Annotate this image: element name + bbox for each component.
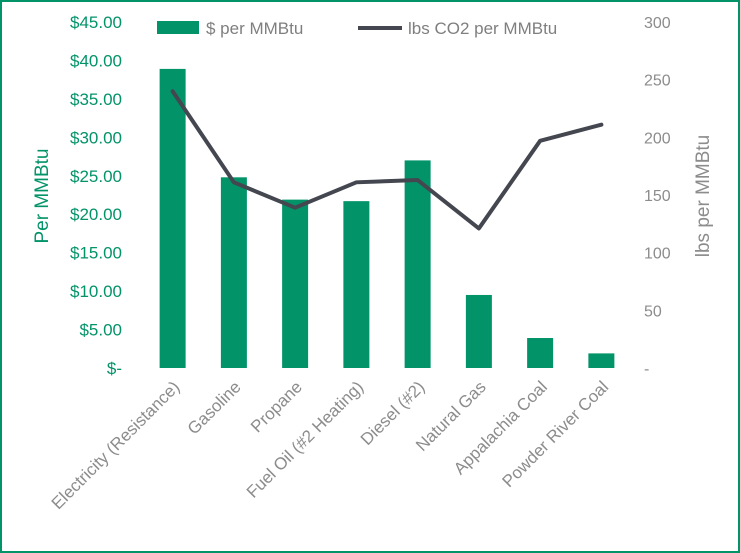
right-tick-label: -: [644, 361, 649, 378]
left-tick-label: $25.00: [70, 167, 122, 186]
co2-line: [170, 89, 604, 231]
category-label: Powder River Coal: [499, 377, 613, 491]
bar-4: [404, 160, 431, 368]
category-labels: Electricity (Resistance) Gasoline PropaneF…: [48, 377, 612, 513]
category-label: Electricity (Resistance): [48, 377, 184, 513]
category-label: Propane: [247, 377, 306, 436]
bar-1: [220, 177, 247, 368]
bar-6: [527, 338, 554, 368]
category-label: Fuel Oil (#2 Heating): [243, 377, 367, 501]
left-tick-label: $10.00: [70, 282, 122, 301]
left-tick-label: $40.00: [70, 51, 122, 70]
right-tick-label: 50: [644, 303, 662, 320]
left-tick-label: $-: [107, 359, 122, 378]
bar-series: [159, 68, 615, 368]
chart-legend: $ per MMBtu lbs CO2 per MMBtu: [157, 19, 557, 38]
right-axis-title: lbs per MMBtu: [693, 135, 714, 257]
left-tick-label: $15.00: [70, 244, 122, 263]
legend-label-bar: $ per MMBtu: [206, 19, 303, 38]
right-tick-label: 300: [644, 15, 671, 32]
right-tick-label: 150: [644, 188, 671, 205]
right-axis-ticks: - 50 100 150 200 250 300: [644, 15, 671, 378]
left-tick-label: $20.00: [70, 205, 122, 224]
bar-3: [343, 201, 370, 368]
line-series: [170, 89, 604, 231]
right-tick-label: 250: [644, 73, 671, 90]
bar-7: [588, 353, 615, 368]
bar-5: [465, 294, 492, 368]
right-tick-label: 100: [644, 246, 671, 263]
left-tick-label: $35.00: [70, 90, 122, 109]
left-axis-title: Per MMBtu: [32, 148, 53, 243]
legend-swatch-bar: [157, 21, 199, 34]
left-axis-ticks: $- $5.00 $10.00 $15.00 $20.00 $25.00 $30.00 $35…: [70, 13, 122, 378]
left-tick-label: $45.00: [70, 13, 122, 32]
category-label: Gasoline: [184, 377, 245, 438]
left-tick-label: $5.00: [79, 321, 122, 340]
left-tick-label: $30.00: [70, 128, 122, 147]
right-tick-label: 200: [644, 130, 671, 147]
legend-label-line: lbs CO2 per MMBtu: [408, 19, 557, 38]
bar-0: [159, 68, 186, 368]
bar-2: [282, 199, 309, 368]
